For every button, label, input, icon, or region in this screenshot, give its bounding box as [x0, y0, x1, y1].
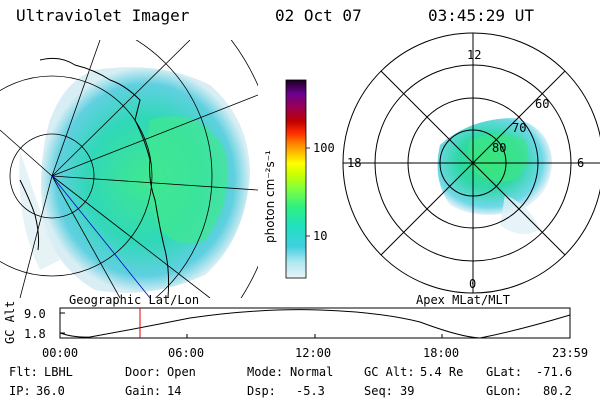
status-seq-value: 39	[400, 384, 415, 398]
status-dsp-value: -5.3	[296, 384, 325, 398]
status-gain-label: Gain:	[125, 384, 162, 398]
status-gcalt-label: GC Alt:	[364, 365, 415, 379]
status-ip-label: IP:	[9, 384, 31, 398]
altitude-plot	[59, 307, 571, 339]
status-dsp-label: Dsp:	[247, 384, 276, 398]
mlt-label-18: 18	[347, 156, 362, 170]
time-tick-1200: 12:00	[295, 346, 332, 360]
status-mode-label: Mode:	[247, 365, 284, 379]
status-glon-value: 80.2	[543, 384, 572, 398]
colorbar-label: photon cm⁻²s⁻¹	[263, 150, 277, 243]
status-gain-value: 14	[167, 384, 182, 398]
geographic-image	[0, 40, 258, 298]
status-mode-value: Normal	[290, 365, 334, 379]
polar-plot	[342, 32, 600, 294]
altitude-tick-max: 9.0	[24, 307, 46, 321]
status-seq-label: Seq:	[364, 384, 393, 398]
colorbar-tick-100: 100	[313, 141, 335, 155]
polar-caption: Apex MLat/MLT	[416, 293, 510, 307]
colorbar-tick-10: 10	[313, 229, 328, 243]
mlt-label-0: 0	[469, 277, 477, 291]
geographic-caption: Geographic Lat/Lon	[69, 293, 200, 307]
mlat-label-80: 80	[492, 141, 507, 155]
mlat-label-60: 60	[535, 97, 550, 111]
mlat-label-70: 70	[512, 121, 527, 135]
time-tick-0600: 06:00	[168, 346, 205, 360]
date-label: 02 Oct 07	[275, 6, 362, 25]
status-ip-value: 36.0	[36, 384, 65, 398]
status-door-label: Door:	[125, 365, 162, 379]
altitude-curve	[59, 309, 571, 339]
time-tick-1800: 18:00	[423, 346, 460, 360]
time-tick-2359: 23:59	[552, 346, 589, 360]
mlt-label-6: 6	[577, 156, 585, 170]
mlt-label-12: 12	[467, 48, 482, 62]
status-flt-label: Flt:	[9, 365, 38, 379]
status-door-value: Open	[167, 365, 196, 379]
altitude-tick-min: 1.8	[24, 327, 46, 341]
instrument-title: Ultraviolet Imager	[16, 6, 190, 25]
time-label: 03:45:29 UT	[428, 6, 534, 25]
status-glat-label: GLat:	[486, 365, 523, 379]
altitude-axis-label: GC Alt	[3, 300, 17, 344]
status-glon-label: GLon:	[486, 384, 523, 398]
status-glat-value: -71.6	[536, 365, 573, 379]
colorbar	[285, 79, 307, 279]
status-flt-value: LBHL	[44, 365, 73, 379]
time-tick-0000: 00:00	[42, 346, 79, 360]
status-gcalt-value: 5.4 Re	[420, 365, 464, 379]
